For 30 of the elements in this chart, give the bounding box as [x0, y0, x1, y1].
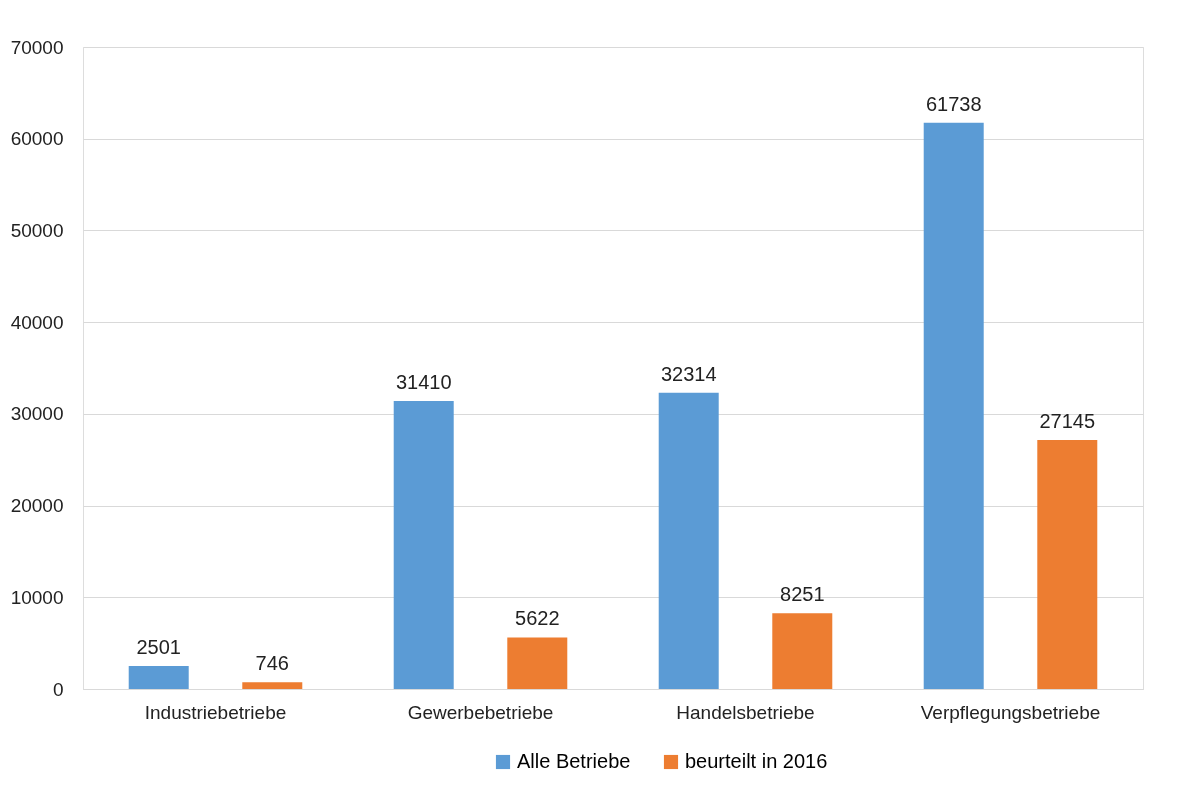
- x-tick-label: Handelsbetriebe: [676, 701, 815, 723]
- bar: [772, 613, 833, 689]
- y-tick-label: 40000: [10, 311, 64, 333]
- bar: [1037, 440, 1098, 689]
- y-tick-label: 20000: [10, 495, 64, 517]
- x-tick-label: Gewerbebetriebe: [407, 701, 554, 723]
- bar: [507, 637, 568, 689]
- y-tick-label: 70000: [10, 36, 64, 58]
- data-label: 8251: [780, 583, 825, 606]
- x-tick-label: Industriebetriebe: [144, 701, 287, 723]
- bar: [128, 666, 189, 689]
- y-tick-label: 60000: [10, 128, 64, 150]
- legend-label: beurteilt in 2016: [685, 750, 828, 772]
- y-tick-label: 0: [52, 678, 64, 700]
- y-tick-label: 30000: [10, 403, 64, 425]
- data-label: 31410: [395, 370, 452, 393]
- y-tick-label: 10000: [10, 586, 64, 608]
- x-tick-label: Verpflegungsbetriebe: [920, 701, 1101, 723]
- data-label: 61738: [925, 92, 982, 115]
- y-tick-label: 50000: [10, 219, 64, 241]
- bar: [242, 682, 303, 689]
- data-label: 5622: [515, 607, 560, 630]
- data-label: 746: [255, 652, 289, 675]
- bar: [393, 400, 454, 689]
- bar: [658, 392, 719, 689]
- bar: [923, 122, 984, 689]
- data-label: 2501: [136, 636, 181, 659]
- legend-label: Alle Betriebe: [517, 750, 631, 772]
- data-label: 27145: [1039, 410, 1096, 433]
- data-label: 32314: [660, 362, 717, 385]
